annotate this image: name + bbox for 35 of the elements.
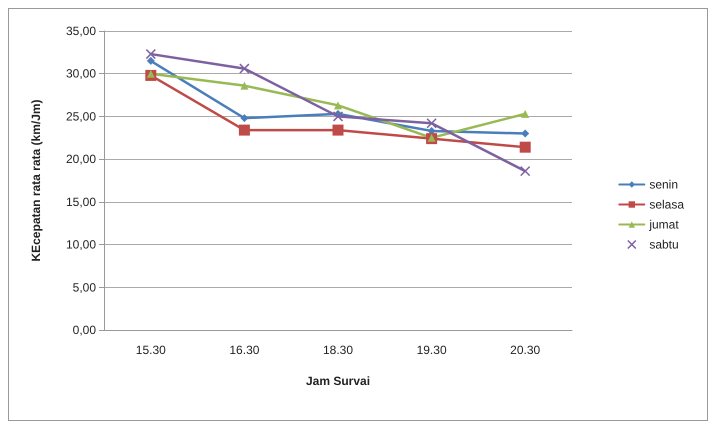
point xyxy=(332,111,344,122)
point xyxy=(240,114,248,122)
x-tick-label: 20.30 xyxy=(510,343,541,357)
x-tick-label: 19.30 xyxy=(416,343,447,357)
x-tick-label: 16.30 xyxy=(229,343,260,357)
y-tick-label: 15,00 xyxy=(66,194,96,209)
legend-label: selasa xyxy=(649,198,684,212)
point xyxy=(332,124,344,136)
point xyxy=(146,70,155,78)
point xyxy=(240,82,248,90)
point xyxy=(239,63,250,74)
point xyxy=(520,166,530,176)
point xyxy=(146,56,155,65)
y-tick-label: 30,00 xyxy=(66,66,96,81)
legend-label: jumat xyxy=(648,218,680,232)
y-tick-label: 25,00 xyxy=(66,109,96,124)
y-tick-label: 5,00 xyxy=(72,280,96,294)
point xyxy=(428,134,436,142)
y-tick-label: 10,00 xyxy=(66,238,96,252)
point xyxy=(520,142,531,153)
point xyxy=(146,48,156,60)
point xyxy=(521,110,530,118)
y-tick-label: 20,00 xyxy=(66,152,96,166)
point xyxy=(521,130,530,138)
y-tick-label: 0,00 xyxy=(72,323,96,337)
x-axis-title: Jam Survai xyxy=(306,374,370,388)
legend-label: senin xyxy=(649,178,678,192)
point xyxy=(238,124,250,136)
y-axis-title: KEcepatan rata rata (km/Jm) xyxy=(29,99,43,262)
x-tick-label: 15.30 xyxy=(136,343,166,357)
point xyxy=(426,118,437,129)
legend-label: sabtu xyxy=(649,238,679,252)
point xyxy=(334,101,342,110)
x-tick-label: 18.30 xyxy=(322,343,354,357)
y-tick-label: 35,00 xyxy=(66,24,96,38)
